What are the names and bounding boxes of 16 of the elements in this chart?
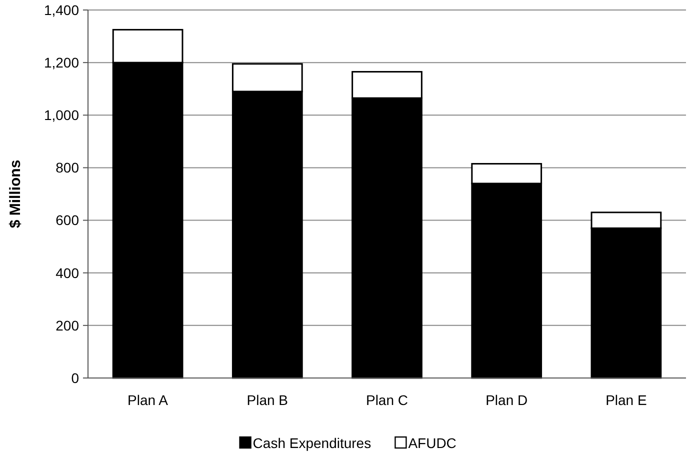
y-axis-title: $ Millions: [7, 160, 24, 228]
y-tick-label: 600: [56, 212, 80, 228]
legend-label: AFUDC: [408, 434, 456, 451]
x-tick-label: Plan B: [246, 392, 288, 408]
y-tick-label: 1,000: [44, 107, 80, 124]
x-tick-label: Plan E: [606, 392, 647, 408]
y-tick-label: 800: [56, 160, 80, 176]
y-tick-label: 400: [56, 264, 80, 281]
y-tick-label: 1,400: [44, 2, 80, 18]
x-tick-label: Plan D: [486, 392, 528, 408]
y-tick-label: 200: [56, 317, 80, 334]
legend-label: Cash Expenditures: [252, 434, 372, 451]
y-tick-label: 0: [71, 370, 80, 386]
x-tick-label: Plan C: [366, 392, 408, 408]
y-tick-label: 1,200: [44, 54, 80, 70]
x-tick-label: Plan A: [128, 392, 169, 408]
